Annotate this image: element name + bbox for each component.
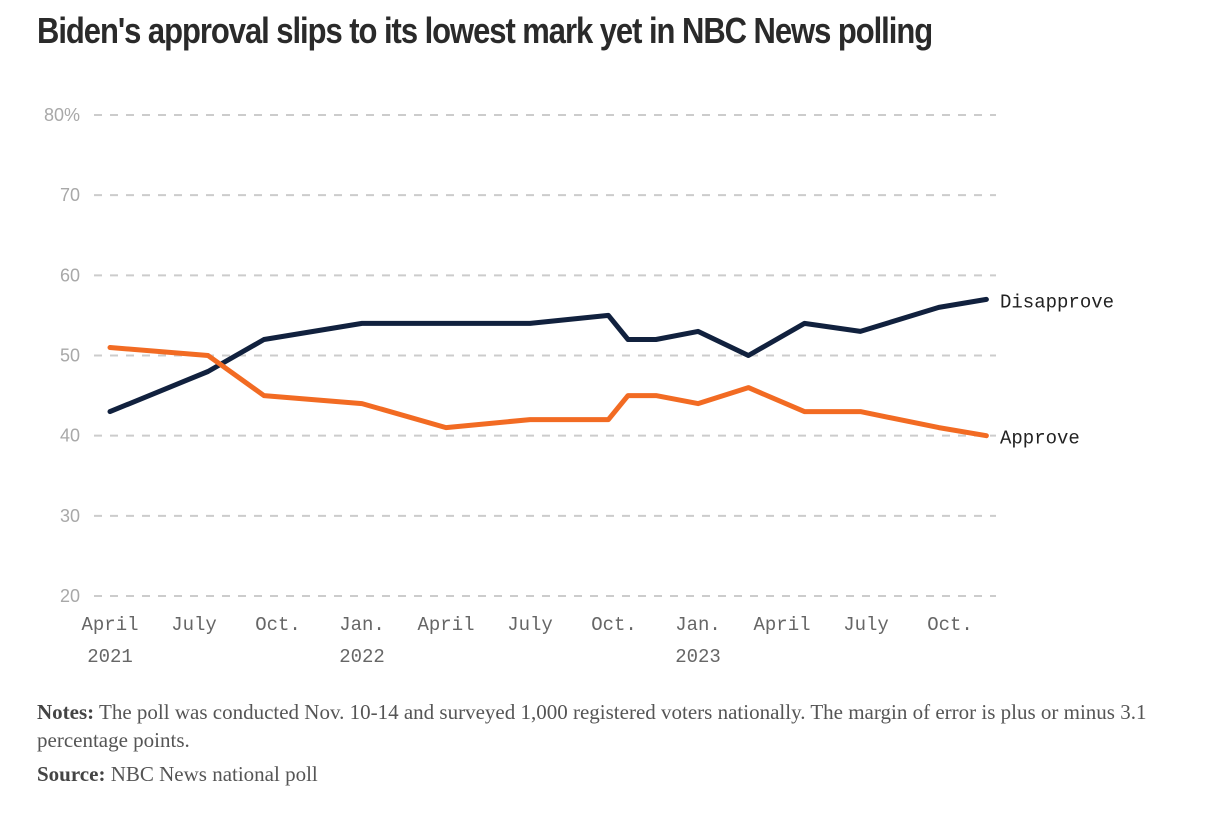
line-chart: 80% 70 60 50 40 30 20 April 2021 July Oct. Jan. 202…: [44, 105, 1114, 668]
series-line-approve: [107, 345, 989, 439]
x-tick-label: April: [753, 614, 810, 636]
x-axis-ticks: April 2021 July Oct. Jan. 2022 April July Oct. Ja…: [81, 614, 972, 668]
x-tick-label: July: [843, 614, 889, 636]
y-tick-label: 20: [60, 586, 80, 606]
x-tick-label: April: [417, 614, 474, 636]
source-paragraph: Source: NBC News national poll: [37, 760, 1157, 788]
series-label-disapprove: Disapprove: [1000, 291, 1114, 313]
series-label-approve: Approve: [1000, 428, 1080, 450]
x-tick-label: July: [507, 614, 553, 636]
y-tick-label: 70: [60, 185, 80, 205]
source-text: NBC News national poll: [105, 762, 318, 786]
y-tick-label: 30: [60, 506, 80, 526]
y-tick-label: 60: [60, 265, 80, 285]
x-tick-label: Oct.: [255, 614, 301, 636]
y-tick-label: 50: [60, 346, 80, 366]
y-tick-label: 40: [60, 426, 80, 446]
x-tick-label: April: [81, 614, 138, 636]
notes-paragraph: Notes: The poll was conducted Nov. 10-14…: [37, 698, 1157, 754]
chart-notes: Notes: The poll was conducted Nov. 10-14…: [37, 698, 1157, 788]
x-tick-label: Jan.: [339, 614, 385, 636]
x-tick-year-label: 2022: [339, 646, 385, 668]
notes-label: Notes:: [37, 700, 95, 724]
gridlines: [94, 114, 996, 597]
x-tick-label: July: [171, 614, 217, 636]
chart-title: Biden's approval slips to its lowest mar…: [37, 10, 933, 51]
y-axis-ticks: 80% 70 60 50 40 30 20: [44, 105, 80, 606]
x-tick-year-label: 2021: [87, 646, 133, 668]
x-tick-year-label: 2023: [675, 646, 721, 668]
notes-text: The poll was conducted Nov. 10-14 and su…: [37, 700, 1147, 752]
x-tick-label: Oct.: [927, 614, 973, 636]
x-tick-label: Jan.: [675, 614, 721, 636]
source-label: Source:: [37, 762, 106, 786]
series-lines: [107, 296, 989, 439]
y-tick-label: 80%: [44, 105, 80, 125]
x-tick-label: Oct.: [591, 614, 637, 636]
series-labels: Disapprove Approve: [1000, 291, 1114, 449]
